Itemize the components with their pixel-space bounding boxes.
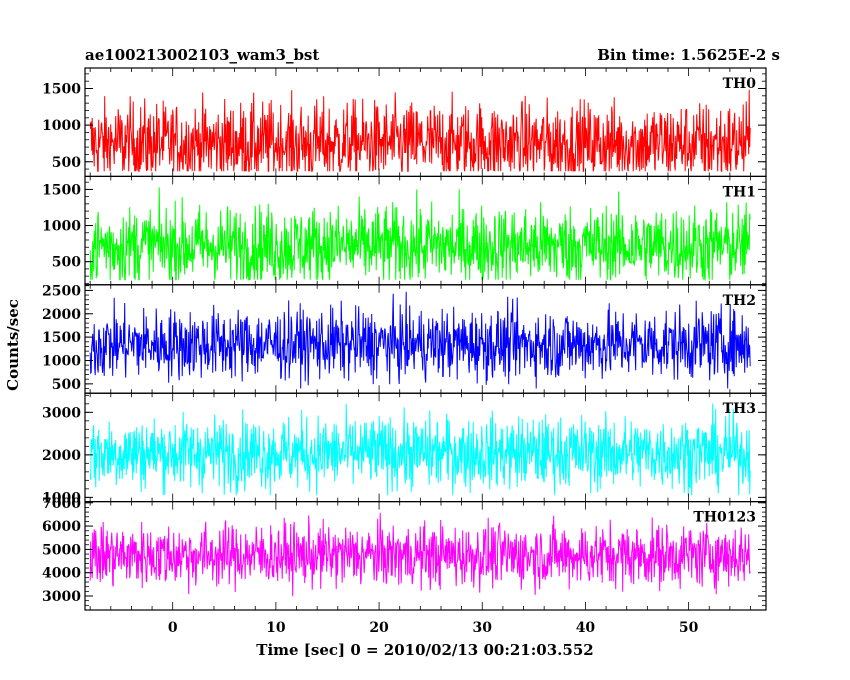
- y-tick-label: 500: [52, 377, 81, 393]
- panel-label: TH0: [723, 76, 757, 92]
- panel-label: TH1: [723, 184, 756, 200]
- y-tick-label: 1500: [42, 330, 81, 346]
- panel-th2: 500 1000 1500 2000 2500 TH2: [42, 283, 767, 394]
- y-tick-label: 500: [52, 255, 81, 271]
- panel-th3: 1000 2000 3000 TH3: [42, 392, 767, 506]
- chart-title: ae100213002103_wam3_bst: [85, 46, 319, 64]
- x-axis: 0 10 20 30 40 50: [168, 620, 699, 636]
- y-tick-label: 7000: [42, 496, 81, 512]
- series-line-th2: [89, 291, 751, 389]
- y-tick-label: 6000: [42, 519, 81, 535]
- series-line-th3: [89, 403, 751, 496]
- x-tick-label: 40: [576, 620, 596, 636]
- series-line-th0123: [89, 512, 751, 597]
- y-tick-label: 500: [52, 155, 81, 171]
- y-tick-label: 1000: [42, 219, 81, 235]
- panel-th0123: 3000 4000 5000 6000 7000 TH0123: [42, 496, 767, 611]
- y-tick-label: 3000: [42, 589, 81, 605]
- x-axis-label: Time [sec] 0 = 2010/02/13 00:21:03.552: [256, 641, 593, 659]
- y-tick-label: 2000: [42, 307, 81, 323]
- x-tick-label: 0: [168, 620, 178, 636]
- y-tick-label: 4000: [42, 566, 81, 582]
- y-tick-label: 1500: [42, 182, 81, 198]
- y-tick-label: 5000: [42, 542, 81, 558]
- panel-th1: 500 1000 1500 TH1: [42, 175, 767, 286]
- y-tick-label: 1500: [42, 82, 81, 98]
- series-line-th1: [89, 187, 751, 282]
- chart-subtitle: Bin time: 1.5625E-2 s: [597, 46, 780, 64]
- x-tick-label: 50: [679, 620, 699, 636]
- y-tick-label: 3000: [42, 405, 81, 421]
- panel-label: TH2: [723, 293, 756, 309]
- x-tick-label: 10: [266, 620, 286, 636]
- y-tick-label: 1000: [42, 353, 81, 369]
- x-tick-label: 30: [473, 620, 493, 636]
- panel-label: TH3: [723, 401, 756, 417]
- panel-label: TH0123: [693, 510, 756, 526]
- series-line-th0: [89, 89, 751, 173]
- y-tick-label: 2000: [42, 448, 81, 464]
- y-axis-label: Counts/sec: [4, 299, 22, 391]
- x-tick-label: 20: [369, 620, 389, 636]
- y-tick-label: 1000: [42, 490, 81, 506]
- panel-frame: [84, 501, 767, 611]
- panels-group: 500 1000 1500 TH0 500 1000 1500 TH1 500 1000 1500 2…: [42, 67, 767, 611]
- y-tick-label: 1000: [42, 118, 81, 134]
- y-tick-label: 2500: [42, 283, 81, 299]
- panel-th0: 500 1000 1500 TH0: [42, 67, 767, 178]
